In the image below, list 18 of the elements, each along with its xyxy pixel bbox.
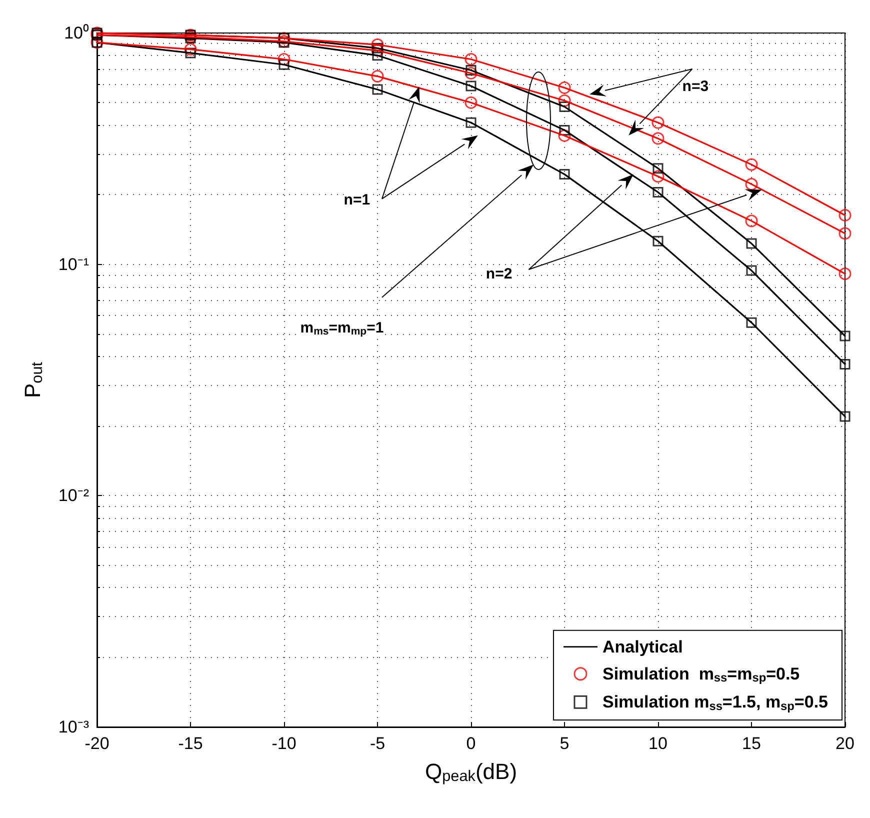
- y-tick-label: 10⁻¹: [58, 254, 90, 274]
- annotation: n=3: [682, 78, 709, 96]
- x-tick-label: 20: [836, 734, 854, 753]
- x-tick-label: 0: [466, 734, 476, 753]
- annotation: n=2: [486, 265, 512, 282]
- y-tick-label: 10⁰: [64, 24, 89, 42]
- x-tick-label: -20: [84, 734, 110, 753]
- x-tick-label: -15: [178, 734, 203, 753]
- x-tick-label: -5: [370, 734, 386, 753]
- legend-label: Analytical: [602, 637, 683, 656]
- y-tick-label: 10⁻³: [58, 718, 90, 736]
- x-tick-label: 5: [560, 734, 570, 753]
- x-tick-label: 10: [648, 734, 668, 753]
- x-tick-label: -10: [272, 734, 296, 753]
- y-axis-title: Pout: [20, 361, 46, 398]
- annotation: n=1: [344, 191, 370, 208]
- x-tick-label: 15: [742, 734, 761, 753]
- y-tick-label: 10⁻²: [58, 486, 90, 506]
